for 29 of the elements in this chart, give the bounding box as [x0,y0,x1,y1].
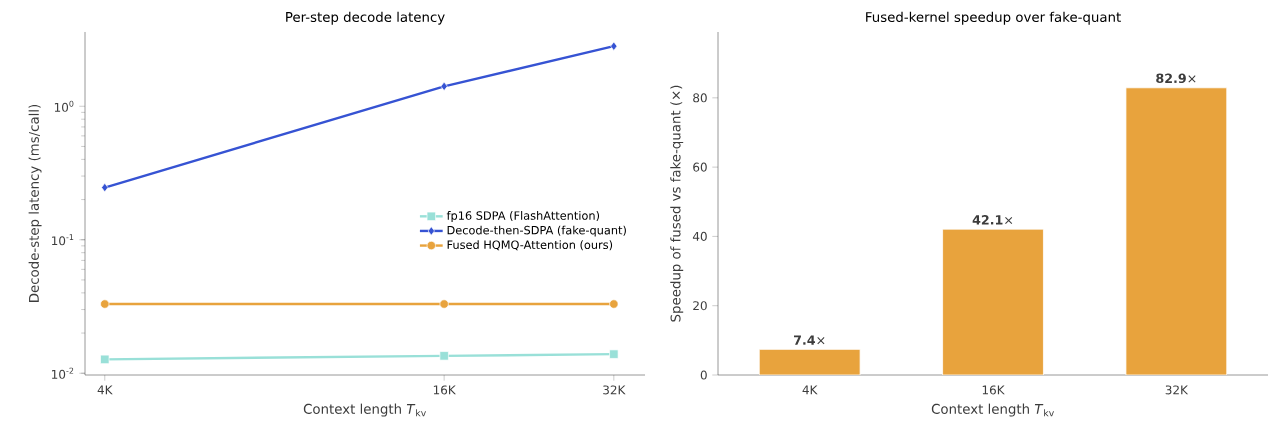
chart-title: Per-step decode latency [286,11,445,25]
x-tick-label: 32K [1165,385,1189,395]
y-tick-label: 10$^{-2}$ [52,367,74,379]
data-label: 7.4× [794,335,825,345]
y-tick-label: 60 [693,162,707,172]
bar [1125,87,1228,375]
x-tick-label: 16K [433,385,456,395]
data-label: 42.1× [972,215,1013,225]
data-label: 82.9× [1156,73,1196,84]
y-axis-title: Decode-step latency (ms/call) [28,104,42,302]
legend-label: Fused HQMQ-Attention (ours) [447,240,613,251]
chart-title: Fused-kernel speedup over fake-quant [866,11,1121,25]
x-tick-label: 32K [603,385,626,395]
bar [758,348,861,375]
x-tick-label: 4K [802,385,818,395]
y-tick-label: 40 [692,231,707,241]
x-tick-label: 4K [97,385,113,395]
y-tick-label: 80 [693,93,707,103]
y-tick-label: 10$^{0}$ [54,100,74,112]
y-tick-label: 0 [700,370,707,380]
y-axis-title: Speedup of fused vs fake-quant (×) [670,85,684,322]
y-tick-label: 10$^{-1}$ [52,234,74,246]
bar [942,228,1044,375]
legend-label: Decode-then-SDPA (fake-quant) [447,225,626,237]
legend-label: fp16 SDPA (FlashAttention) [446,211,600,222]
x-axis-title: Context length T$_{kv}$ [303,403,426,417]
x-tick-label: 16K [982,385,1005,395]
y-tick-label: 20 [693,301,707,311]
x-axis-title: Context length T$_{kv}$ [931,403,1054,417]
